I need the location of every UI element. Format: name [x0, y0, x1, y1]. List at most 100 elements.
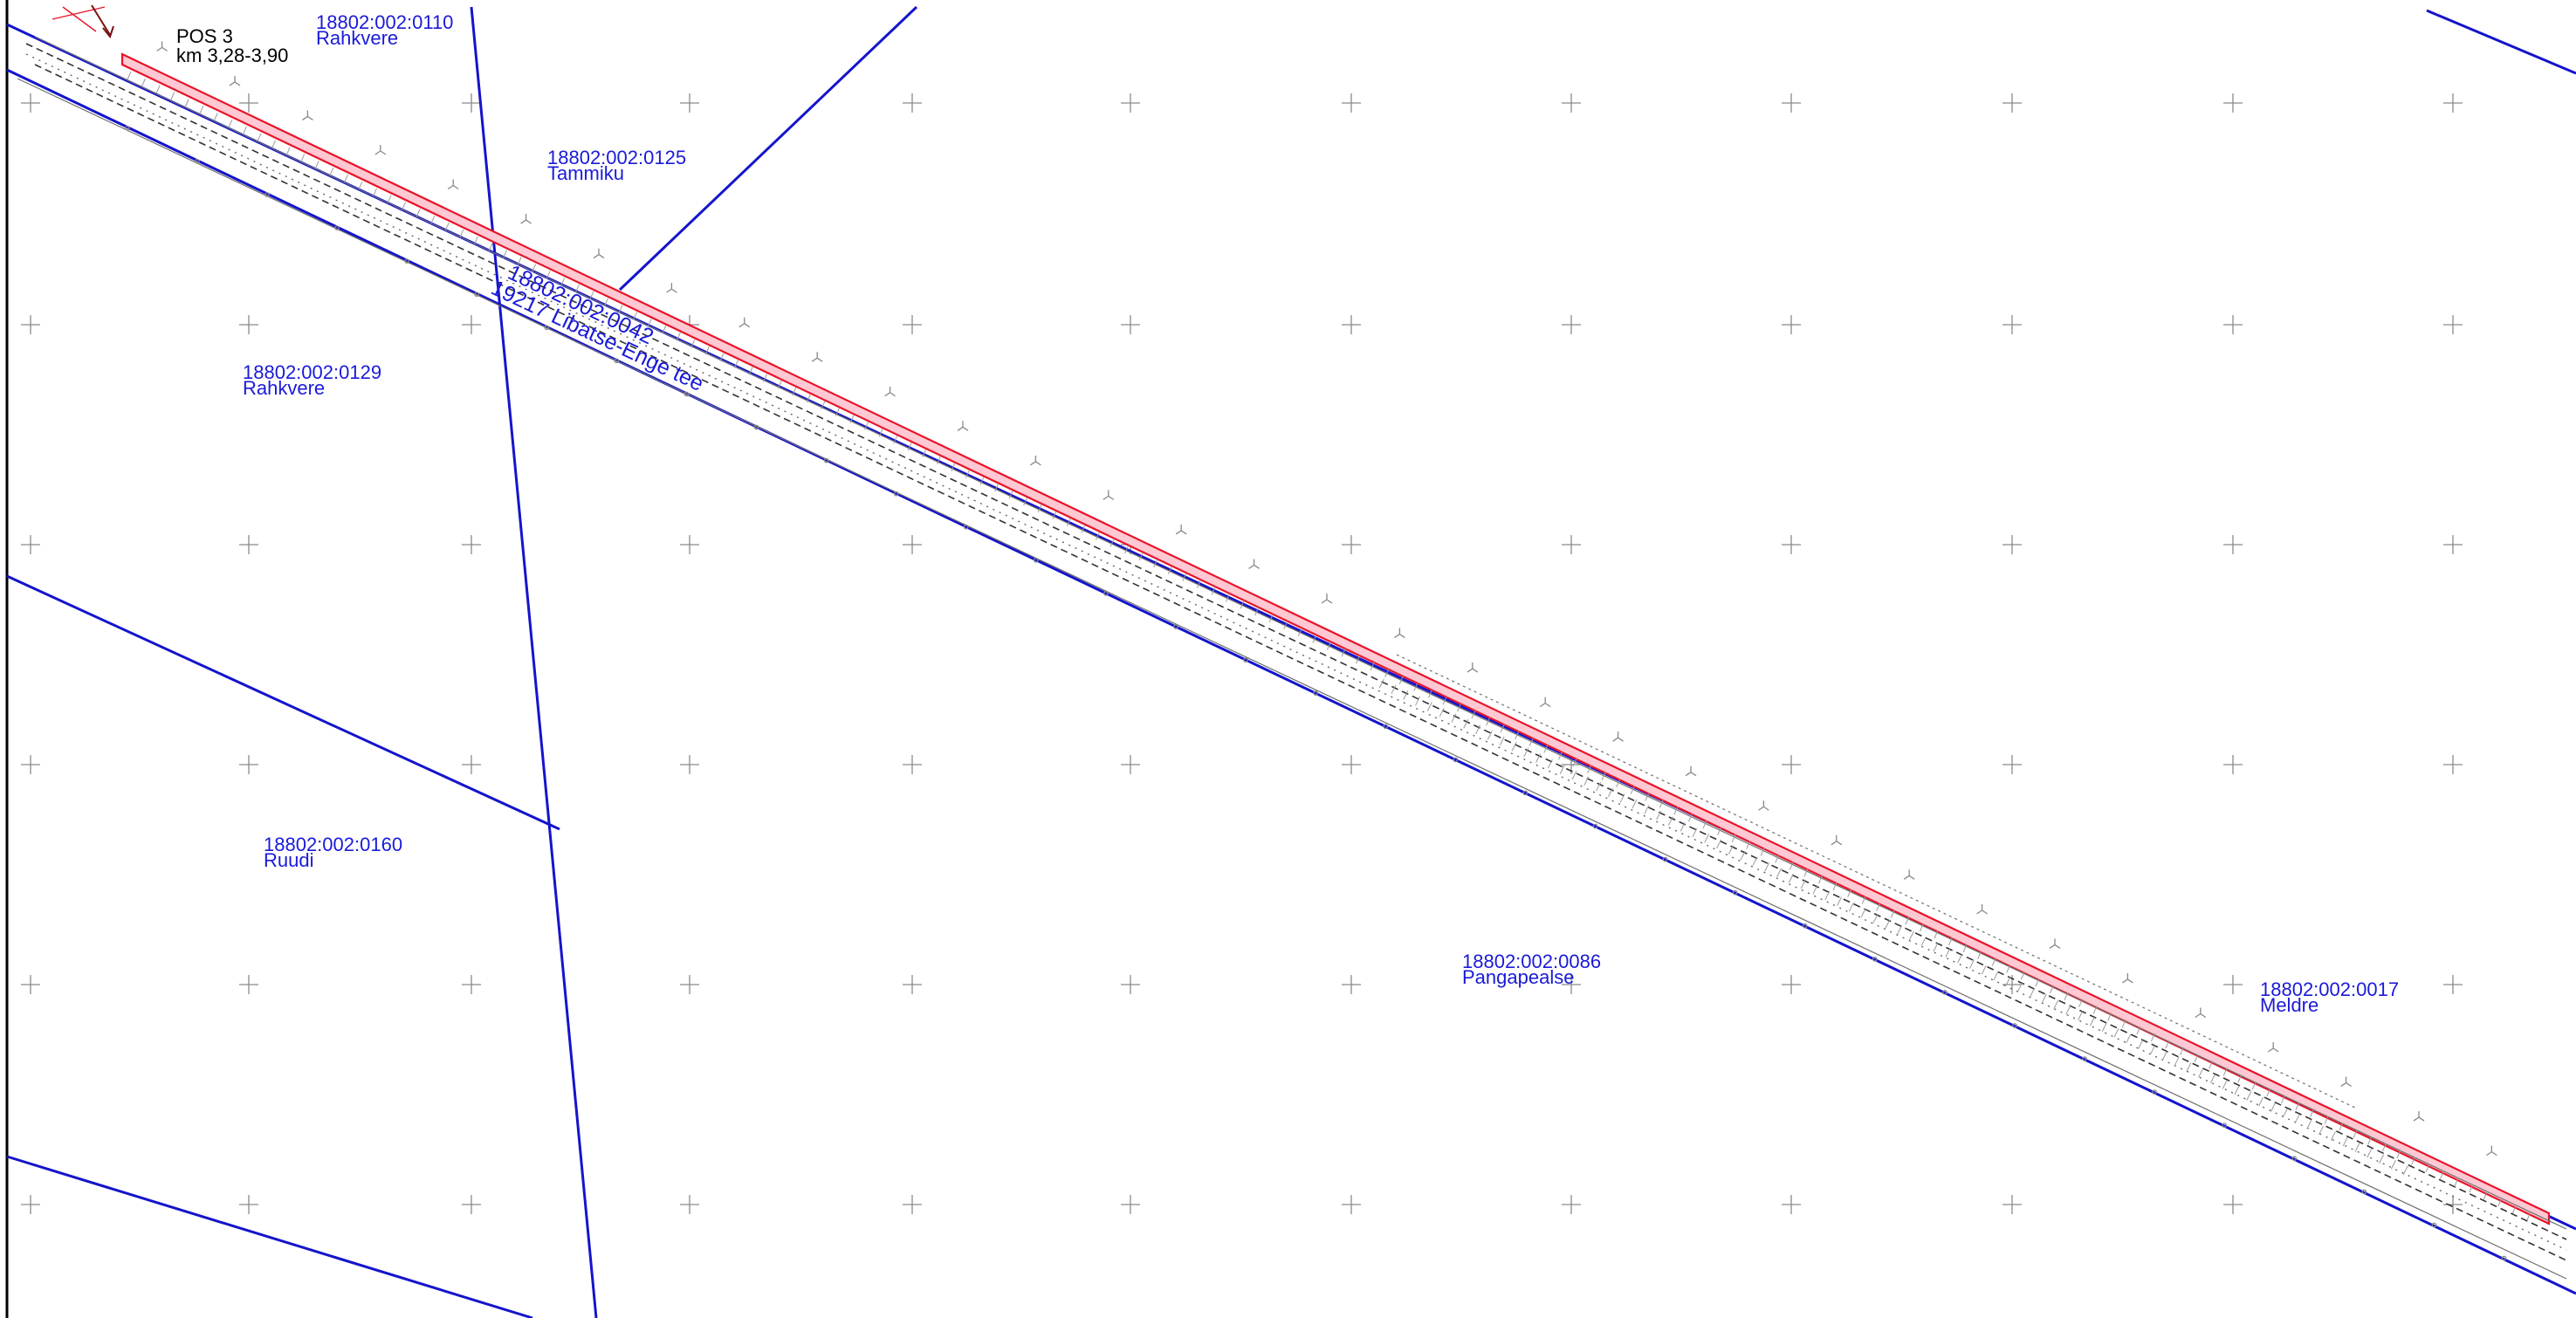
grid-cross [2223, 975, 2243, 994]
grid-cross [1342, 755, 1361, 774]
grid-cross [903, 755, 922, 774]
boundary-line [470, 6, 598, 1318]
grid-cross [1782, 1195, 1801, 1214]
grid-cross [680, 535, 699, 554]
grid-cross [21, 315, 40, 334]
grid-cross [2443, 93, 2463, 113]
grid-cross [21, 755, 40, 774]
grid-cross [1342, 975, 1361, 994]
svg-text:18802:002:0125: 18802:002:0125 [547, 147, 686, 168]
grid-cross [903, 315, 922, 334]
grid-cross [21, 535, 40, 554]
grid-cross [2002, 1195, 2022, 1214]
grid-cross [2223, 755, 2243, 774]
grid-cross [1342, 1195, 1361, 1214]
grid-cross [2223, 315, 2243, 334]
svg-text:Rahkvere: Rahkvere [316, 27, 398, 49]
grid-cross [1121, 1195, 1140, 1214]
grid-cross [239, 1195, 258, 1214]
grid-cross [1562, 315, 1581, 334]
boundary-line [2426, 9, 2576, 75]
grid-cross [1121, 755, 1140, 774]
pos-label: POS 3 km 3,28-3,90 [176, 25, 288, 66]
svg-text:Rahkvere: Rahkvere [243, 377, 325, 399]
boundary-line [618, 5, 918, 292]
boundary-line [6, 574, 560, 831]
grid-cross [1121, 93, 1140, 113]
grid-cross [2443, 535, 2463, 554]
grid-cross [462, 755, 481, 774]
road-name: 19217 Libatse-Enge tee [487, 276, 707, 396]
grid-cross [2443, 755, 2463, 774]
parcel-boundaries [6, 5, 2576, 1318]
svg-text:Pangapealse: Pangapealse [1462, 966, 1574, 988]
grid-cross [2443, 315, 2463, 334]
grid-cross [903, 1195, 922, 1214]
grid-cross [21, 93, 40, 113]
grid-cross [680, 975, 699, 994]
parcel-label-0017: 18802:002:0017 Meldre [2260, 978, 2399, 1016]
grid-cross [1562, 975, 1581, 994]
grid-cross [2002, 755, 2022, 774]
parcel-label-0125: 18802:002:0125 Tammiku [547, 147, 686, 184]
grid-cross [1342, 93, 1361, 113]
grid-cross [1562, 1195, 1581, 1214]
svg-text:Meldre: Meldre [2260, 994, 2318, 1016]
road-widening-area [120, 52, 2551, 1225]
grid-cross [462, 93, 481, 113]
parcel-label-0086: 18802:002:0086 Pangapealse [1462, 951, 1601, 988]
grid-cross [239, 315, 258, 334]
grid-cross [462, 975, 481, 994]
grid-cross [2002, 315, 2022, 334]
grid-cross [21, 975, 40, 994]
grid-cross [680, 1195, 699, 1214]
grid-cross [1782, 93, 1801, 113]
parcel-label-0110: 18802:002:0110 Rahkvere [316, 11, 453, 49]
grid-cross [1121, 975, 1140, 994]
grid-cross [239, 93, 258, 113]
grid-cross [2002, 535, 2022, 554]
grid-cross [903, 535, 922, 554]
grid-cross [1562, 93, 1581, 113]
pos-range: km 3,28-3,90 [176, 45, 288, 66]
grid-cross [1342, 315, 1361, 334]
pos-marker [52, 4, 114, 39]
road-corridor [17, 36, 2567, 1280]
road-south-boundary [6, 68, 2576, 1295]
grid-cross [239, 975, 258, 994]
svg-text:Tammiku: Tammiku [547, 162, 624, 184]
grid-cross [1782, 315, 1801, 334]
grid-cross [680, 93, 699, 113]
pos-title: POS 3 [176, 25, 233, 47]
svg-text:18802:002:0129: 18802:002:0129 [243, 361, 381, 383]
grid-cross [680, 755, 699, 774]
svg-text:Ruudi: Ruudi [264, 849, 313, 871]
grid-cross [2443, 975, 2463, 994]
grid-cross [903, 93, 922, 113]
parcel-label-0160: 18802:002:0160 Ruudi [264, 834, 402, 871]
grid-cross [1342, 535, 1361, 554]
svg-text:18802:002:0110: 18802:002:0110 [316, 11, 453, 33]
grid-cross [2223, 93, 2243, 113]
grid-cross [1782, 535, 1801, 554]
grid-cross [2223, 535, 2243, 554]
grid-cross [903, 975, 922, 994]
grid-cross [21, 1195, 40, 1214]
grid-cross [239, 755, 258, 774]
grid-cross [462, 1195, 481, 1214]
grid-cross [462, 315, 481, 334]
grid-cross [1121, 315, 1140, 334]
boundary-line [6, 1155, 533, 1318]
grid-cross [2002, 93, 2022, 113]
grid-cross [239, 535, 258, 554]
svg-text:18802:002:0017: 18802:002:0017 [2260, 978, 2399, 1000]
svg-text:18802:002:0160: 18802:002:0160 [264, 834, 402, 855]
grid-cross [1562, 535, 1581, 554]
grid-cross [2443, 1195, 2463, 1214]
grid-crosses [21, 93, 2463, 1214]
grid-cross [1782, 975, 1801, 994]
parcel-label-0129: 18802:002:0129 Rahkvere [243, 361, 381, 399]
svg-text:18802:002:0086: 18802:002:0086 [1462, 951, 1601, 972]
grid-cross [1782, 755, 1801, 774]
